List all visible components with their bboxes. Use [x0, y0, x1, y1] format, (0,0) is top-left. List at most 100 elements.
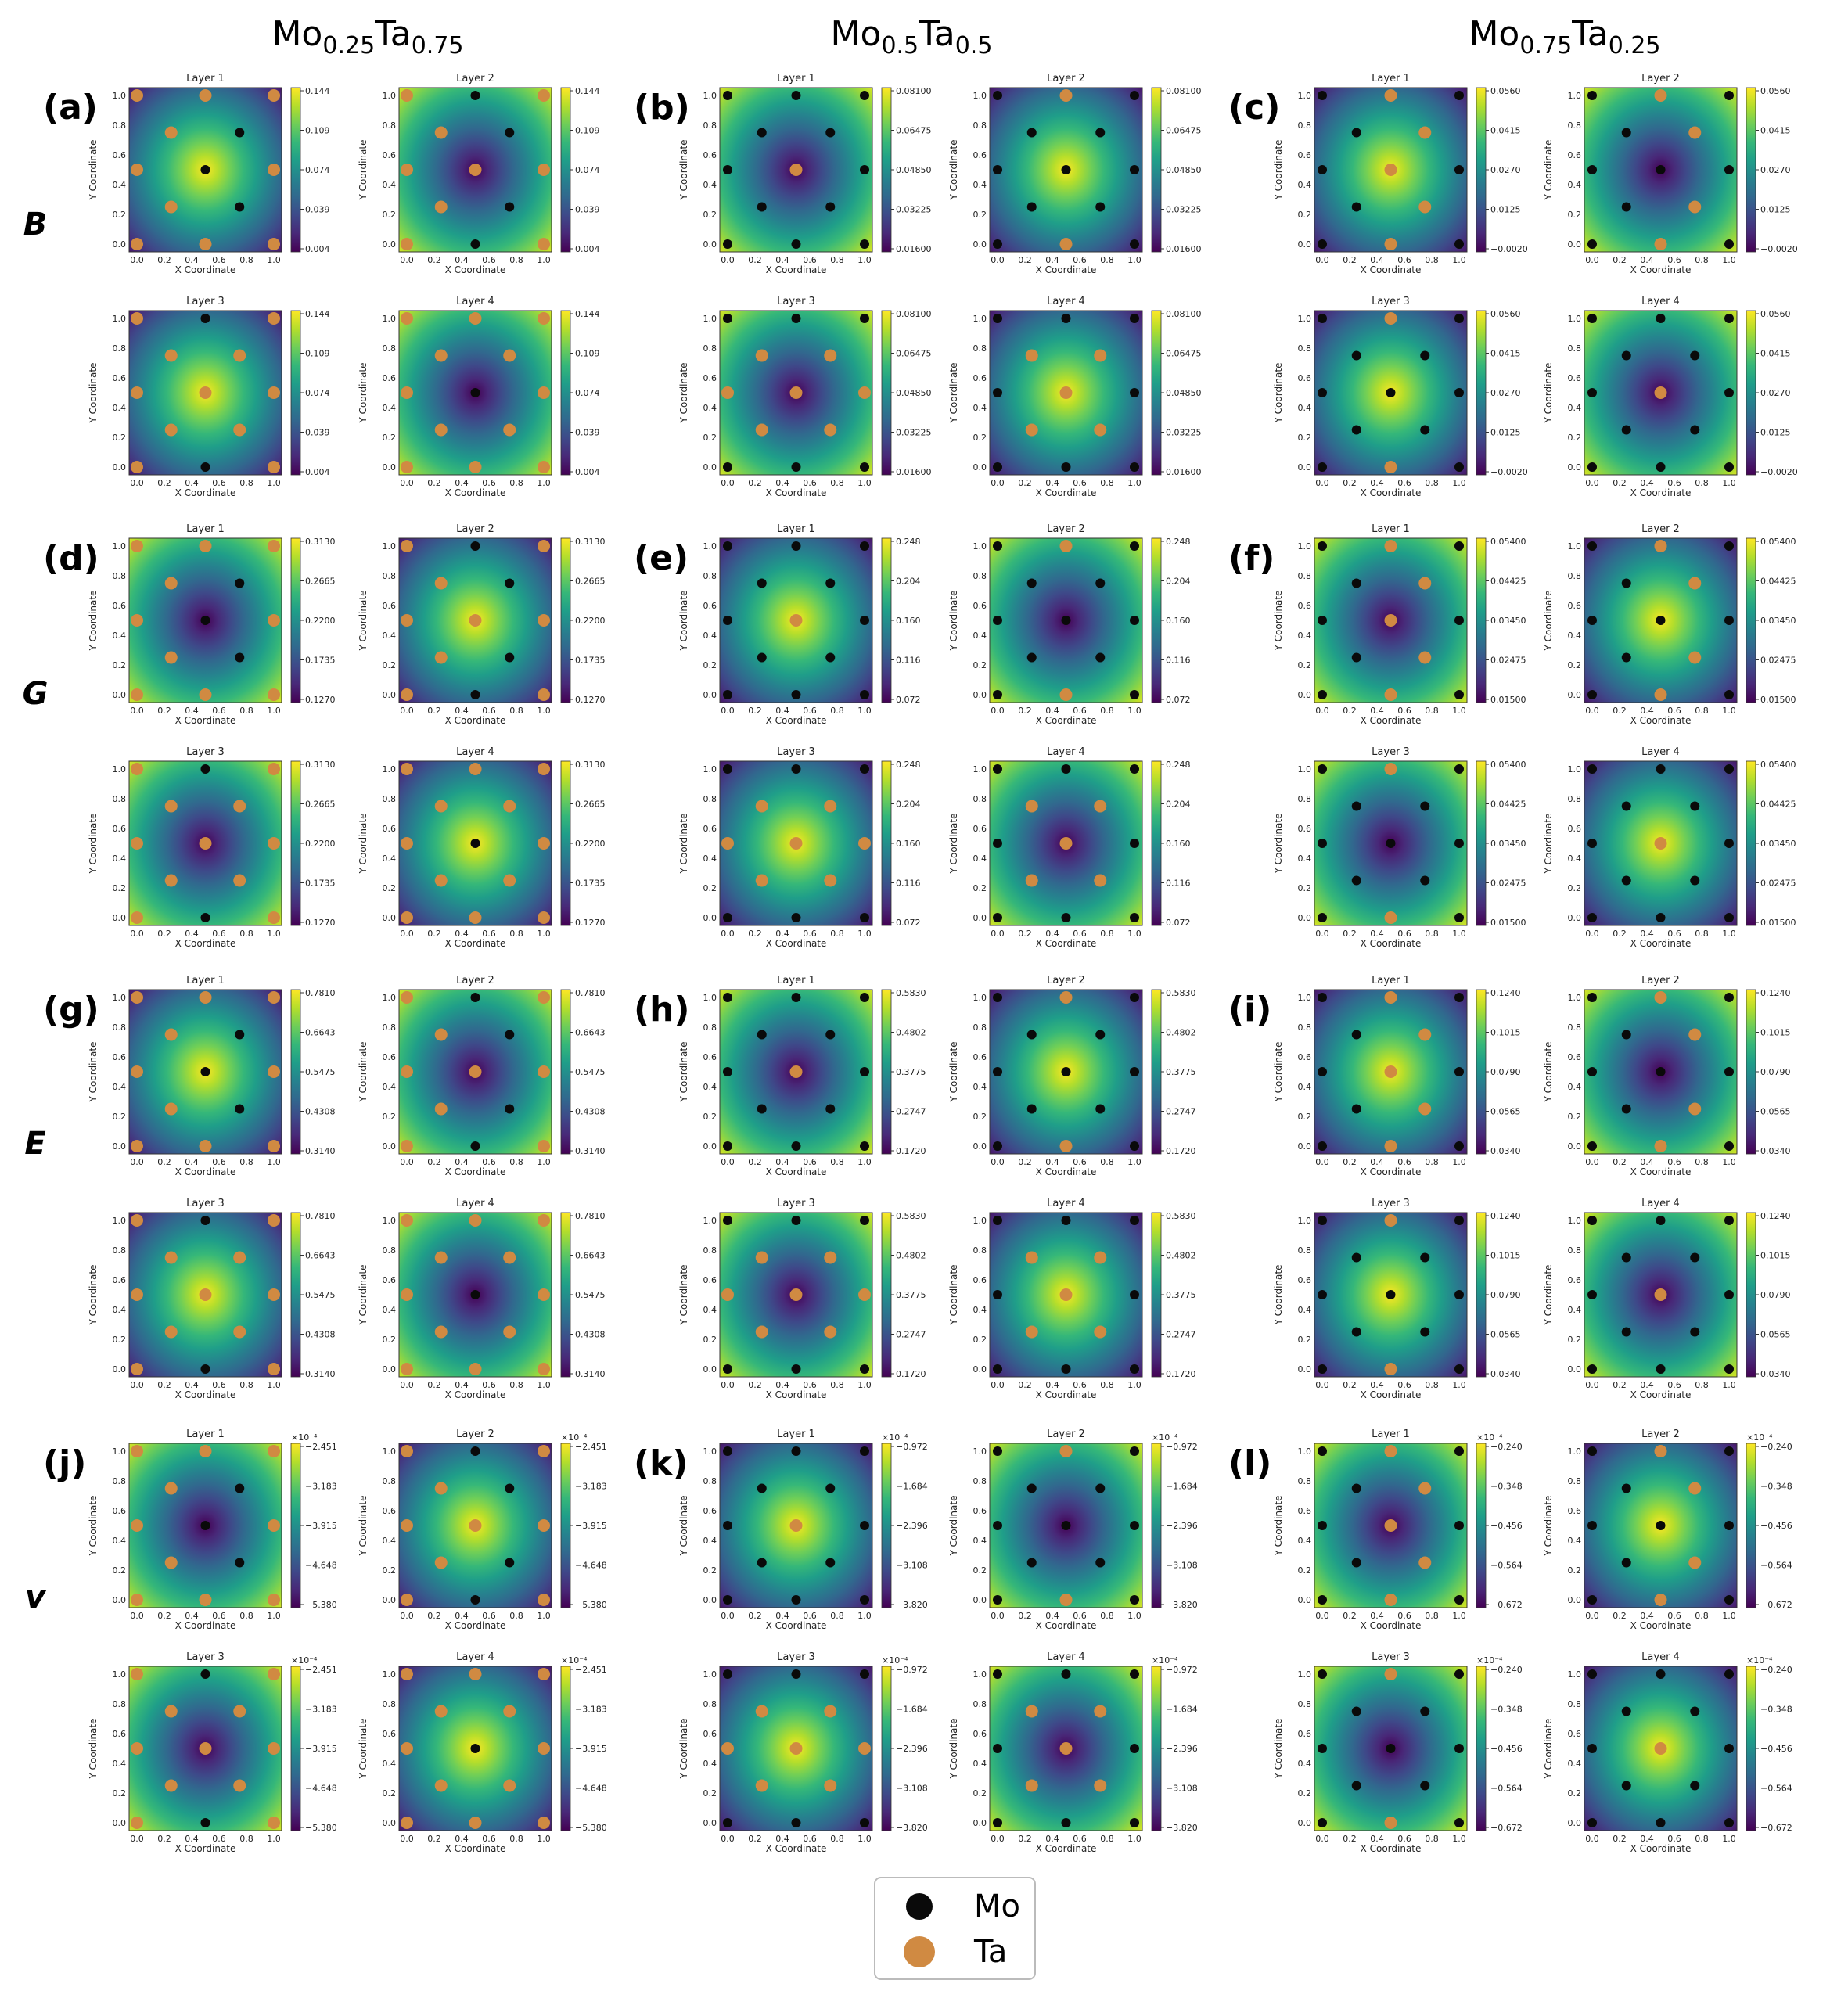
y-tick-label: 0.0	[1298, 462, 1312, 473]
ta-atom	[1688, 577, 1702, 590]
x-tick-label: 0.6	[803, 255, 817, 265]
y-tick-label: 0.2	[113, 660, 127, 670]
colorbar-tick-label: 0.6643	[305, 1251, 336, 1261]
y-tick-label: 0.2	[113, 1565, 127, 1576]
x-tick-label: 0.2	[427, 1834, 441, 1844]
colorbar-tick-label: 0.0790	[1490, 1290, 1521, 1300]
x-tick-label: 0.4	[775, 1157, 789, 1167]
mo-atom	[1026, 1030, 1037, 1040]
mo-atom	[1587, 239, 1597, 249]
ta-atom	[268, 1214, 280, 1227]
ta-atom	[1025, 349, 1038, 362]
ta-atom	[858, 1742, 871, 1755]
colorbar-tick-label: 0.5830	[1166, 988, 1196, 998]
mo-atom	[505, 1030, 515, 1040]
mo-atom	[1454, 239, 1464, 249]
x-tick-label: 0.8	[830, 929, 844, 939]
ta-atom	[1418, 1556, 1432, 1569]
colorbar-tick-label: 0.04850	[896, 388, 932, 398]
y-axis-label: Y Coordinate	[678, 363, 689, 424]
ta-atom	[789, 164, 803, 176]
mo-atom	[791, 1141, 801, 1151]
mo-atom	[791, 1216, 801, 1225]
x-tick-label: 0.2	[1018, 1611, 1032, 1621]
ta-atom	[824, 1325, 837, 1339]
y-tick-label: 1.0	[973, 764, 987, 774]
y-tick-label: 0.0	[1568, 239, 1582, 250]
colorbar-tick-label: 0.109	[575, 126, 600, 136]
mo-atom	[993, 1744, 1002, 1753]
mo-atom	[723, 690, 732, 699]
ta-atom	[131, 911, 143, 924]
colorbar-tick-label: 0.074	[305, 165, 330, 175]
colorbar	[560, 1212, 571, 1378]
x-tick-label: 0.6	[212, 1380, 226, 1390]
ta-atom	[1688, 126, 1702, 139]
y-tick-label: 1.0	[113, 1669, 127, 1680]
y-tick-label: 1.0	[113, 1446, 127, 1457]
ta-atom	[401, 1742, 413, 1755]
colorbar	[560, 760, 571, 926]
mo-atom	[860, 764, 869, 774]
x-tick-label: 0.0	[1585, 478, 1599, 488]
colorbar-tick-label: 0.0340	[1760, 1369, 1791, 1379]
layer-title: Layer 1	[1372, 1428, 1410, 1440]
x-tick-label: 0.8	[239, 706, 253, 716]
colorbar-tick-label: 0.1735	[575, 656, 606, 666]
x-tick-label: 0.8	[1695, 478, 1709, 488]
ta-atom	[131, 837, 143, 850]
mo-atom	[1587, 91, 1597, 100]
colorbar-tick-label: −3.915	[575, 1521, 607, 1531]
layer-title: Layer 1	[1372, 73, 1410, 84]
y-tick-label: 0.4	[1568, 1759, 1582, 1769]
y-tick-label: 0.4	[383, 1759, 397, 1769]
ta-atom	[789, 1065, 803, 1078]
ta-atom	[401, 238, 413, 250]
panel-block: (d)Layer 10.00.00.20.20.40.40.60.60.80.8…	[43, 523, 606, 949]
ta-atom	[538, 540, 550, 552]
mo-atom	[860, 1595, 869, 1605]
y-tick-label: 0.4	[703, 853, 717, 864]
colorbar-tick-label: −0.240	[1490, 1665, 1523, 1675]
colorbar-tick-label: −3.915	[575, 1744, 607, 1754]
y-tick-label: 0.4	[1298, 1305, 1312, 1315]
y-tick-label: 1.0	[1568, 1669, 1582, 1680]
layer-title: Layer 2	[1047, 975, 1085, 986]
mo-atom	[723, 314, 732, 323]
mo-atom	[1318, 91, 1327, 100]
y-tick-label: 0.4	[1298, 853, 1312, 864]
y-axis-label: Y Coordinate	[678, 1042, 689, 1103]
ta-atom	[469, 312, 482, 325]
ta-atom	[401, 1140, 413, 1152]
y-tick-label: 0.6	[113, 373, 127, 383]
panel-label: (c)	[1228, 88, 1280, 128]
ta-atom	[789, 386, 803, 399]
layer-title: Layer 1	[777, 975, 815, 986]
x-tick-label: 0.6	[482, 1611, 496, 1621]
x-tick-label: 0.8	[830, 255, 844, 265]
colorbar-tick-label: 0.04425	[1490, 800, 1526, 810]
ta-atom	[469, 461, 482, 473]
x-tick-label: 0.4	[1640, 255, 1654, 265]
mo-atom	[993, 839, 1002, 848]
x-tick-label: 1.0	[857, 1611, 872, 1621]
x-tick-label: 0.6	[1397, 1157, 1411, 1167]
layer-plot: Layer 40.00.00.20.20.40.40.60.60.80.81.0…	[358, 746, 606, 949]
y-tick-label: 0.0	[973, 1595, 987, 1605]
plot-frame	[128, 989, 282, 1155]
y-tick-label: 0.6	[703, 1506, 717, 1516]
ta-atom	[538, 614, 550, 627]
colorbar-offset: ×10⁻⁴	[561, 1655, 588, 1666]
ta-atom	[164, 126, 178, 139]
y-axis-label: Y Coordinate	[1543, 814, 1554, 875]
mo-atom	[1061, 1669, 1071, 1679]
composition-header: Mo0.5Ta0.5	[831, 14, 993, 59]
ta-atom	[401, 1065, 413, 1078]
layer-plot: Layer 10.00.00.20.20.40.40.60.60.80.81.0…	[1273, 975, 1521, 1177]
colorbar-tick-label: 0.004	[575, 244, 600, 254]
property-label: v	[25, 1579, 47, 1615]
y-tick-label: 0.2	[383, 1788, 397, 1799]
colorbar-tick-label: 0.1015	[1760, 1251, 1791, 1261]
y-axis-label: Y Coordinate	[88, 140, 99, 201]
layer-title: Layer 2	[456, 73, 494, 84]
